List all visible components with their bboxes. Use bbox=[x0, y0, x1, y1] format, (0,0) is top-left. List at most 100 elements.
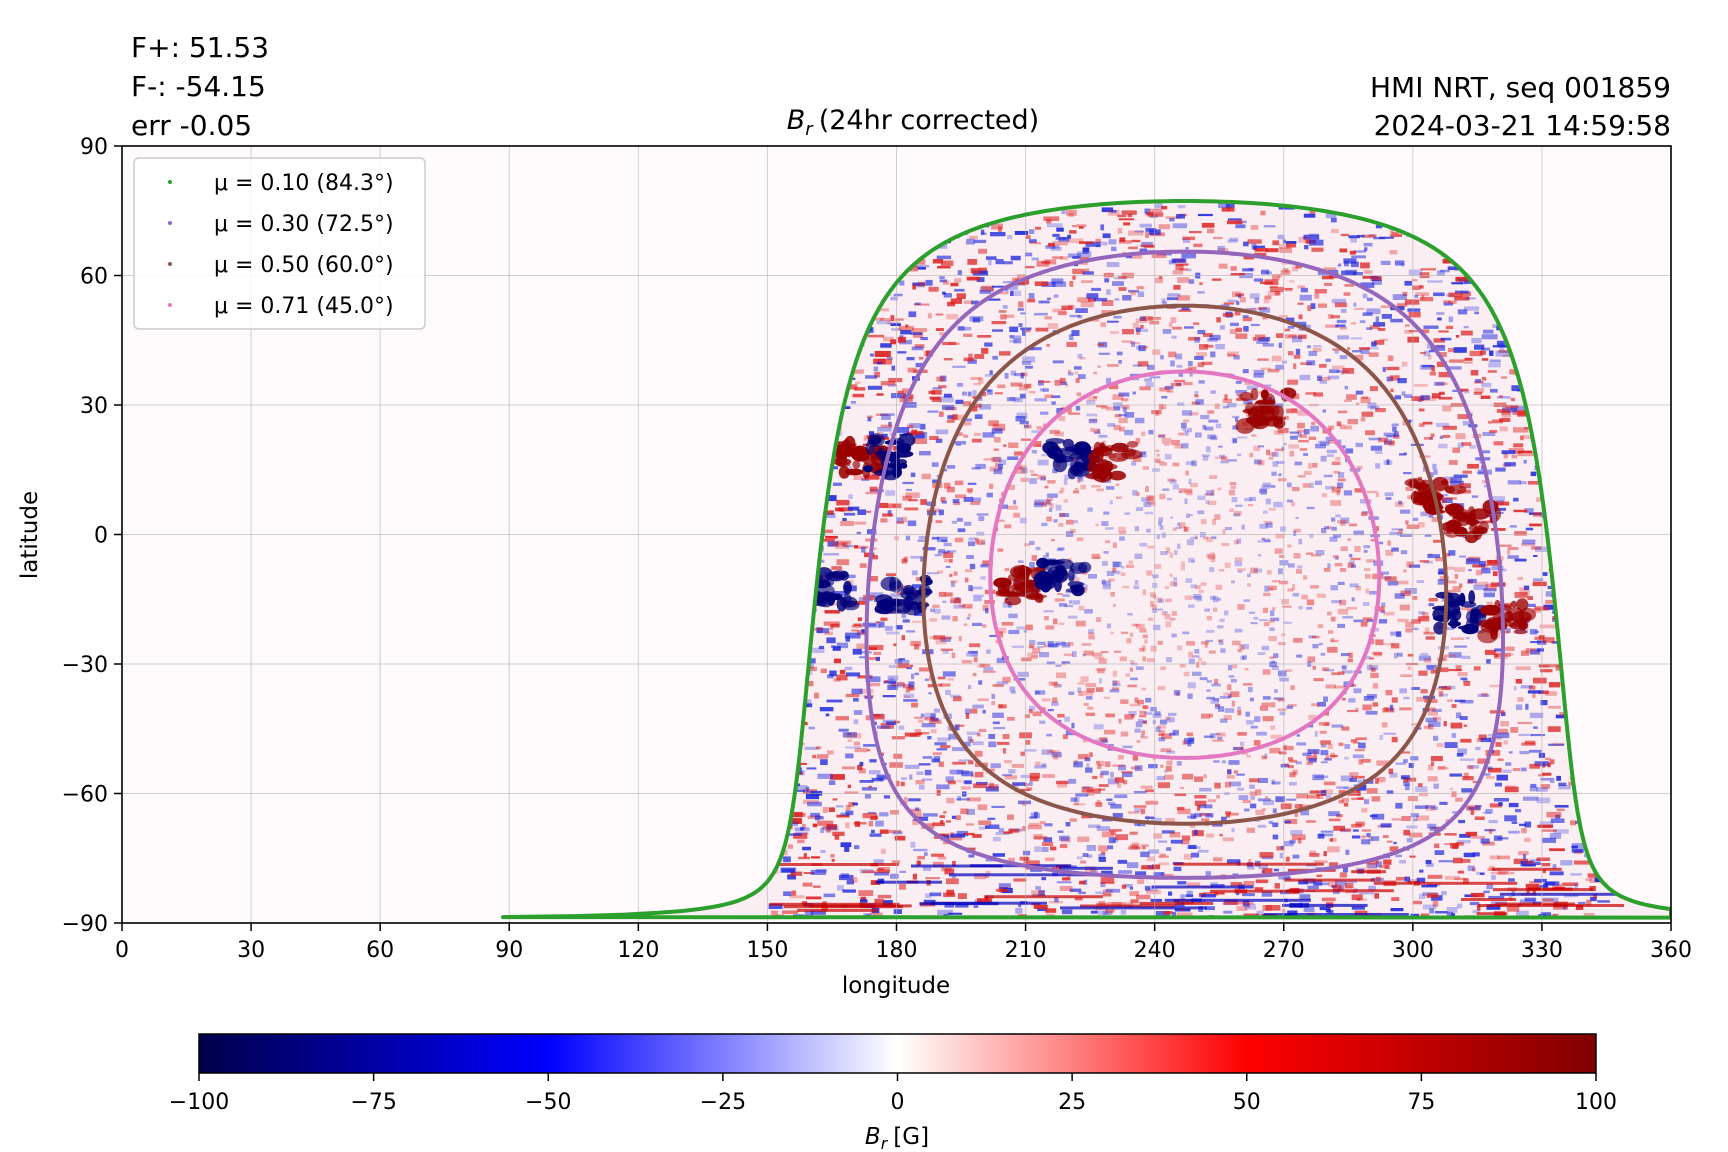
speckle bbox=[1046, 343, 1050, 347]
speckle bbox=[908, 499, 918, 502]
speckle bbox=[1391, 231, 1399, 234]
speckle bbox=[1540, 669, 1553, 673]
speckle bbox=[1179, 908, 1185, 911]
speckle bbox=[1435, 557, 1444, 562]
speckle bbox=[991, 805, 1005, 808]
speckle bbox=[1056, 227, 1064, 232]
speckle bbox=[1369, 386, 1378, 392]
speckle bbox=[971, 651, 978, 657]
speckle bbox=[889, 432, 895, 436]
speckle bbox=[1427, 764, 1434, 771]
speckle bbox=[1050, 846, 1057, 851]
speckle bbox=[812, 823, 818, 828]
speckle bbox=[1433, 338, 1445, 343]
speckle bbox=[1496, 544, 1512, 547]
speckle bbox=[842, 766, 855, 770]
speckle bbox=[1037, 641, 1046, 645]
speckle bbox=[1177, 881, 1187, 885]
speckle bbox=[1086, 763, 1090, 769]
speckle bbox=[1123, 407, 1127, 413]
speckle bbox=[1054, 897, 1059, 903]
speckle bbox=[845, 733, 862, 739]
speckle bbox=[1129, 632, 1134, 637]
speckle bbox=[970, 501, 981, 505]
speckle bbox=[1331, 838, 1337, 842]
speckle bbox=[1404, 329, 1413, 334]
speckle bbox=[1089, 752, 1093, 757]
speckle bbox=[1448, 550, 1456, 556]
speckle bbox=[1128, 289, 1140, 293]
speckle bbox=[1114, 794, 1128, 799]
speckle bbox=[978, 680, 983, 685]
speckle bbox=[1418, 522, 1425, 528]
speckle bbox=[1261, 755, 1267, 760]
speckle bbox=[1031, 473, 1038, 476]
speckle bbox=[1420, 329, 1430, 334]
speckle bbox=[826, 824, 837, 830]
speckle bbox=[1224, 781, 1231, 788]
speckle bbox=[1151, 410, 1162, 415]
speckle bbox=[931, 389, 942, 395]
speckle bbox=[1194, 356, 1204, 360]
speckle bbox=[1532, 608, 1541, 613]
speckle bbox=[1455, 276, 1468, 282]
speckle bbox=[966, 555, 974, 559]
speckle bbox=[1142, 466, 1149, 470]
speckle bbox=[1468, 765, 1474, 770]
speckle bbox=[1041, 847, 1049, 852]
speckle bbox=[1439, 693, 1449, 697]
speckle bbox=[1043, 837, 1053, 843]
speckle bbox=[1471, 836, 1485, 839]
speckle bbox=[874, 351, 891, 357]
speckle bbox=[1141, 730, 1145, 735]
speckle bbox=[968, 353, 973, 360]
speckle bbox=[1426, 343, 1432, 349]
speckle bbox=[1336, 786, 1349, 790]
speckle bbox=[1493, 571, 1498, 577]
speckle bbox=[1218, 248, 1229, 253]
speckle bbox=[1177, 808, 1191, 815]
speckle bbox=[1214, 892, 1225, 895]
speckle bbox=[917, 539, 925, 542]
speckle bbox=[1423, 350, 1431, 357]
speckle bbox=[1068, 334, 1074, 341]
speckle bbox=[1258, 445, 1264, 448]
speckle bbox=[1411, 619, 1421, 624]
speckle bbox=[1122, 745, 1133, 749]
speckle bbox=[1235, 417, 1239, 422]
speckle bbox=[1191, 830, 1204, 837]
speckle bbox=[899, 280, 905, 286]
speckle bbox=[883, 681, 896, 684]
speckle bbox=[1081, 786, 1094, 793]
speckle bbox=[1042, 555, 1049, 558]
speckle bbox=[1087, 854, 1093, 858]
speckle bbox=[1289, 431, 1299, 434]
speckle bbox=[1051, 278, 1064, 284]
speckle bbox=[1159, 493, 1166, 500]
speckle bbox=[1503, 740, 1508, 745]
speckle bbox=[1463, 390, 1470, 394]
speckle bbox=[1155, 911, 1170, 917]
speckle bbox=[1593, 893, 1597, 898]
speckle bbox=[914, 716, 923, 719]
speckle bbox=[1221, 543, 1230, 546]
speckle bbox=[1164, 613, 1171, 620]
speckle bbox=[1086, 789, 1095, 792]
speckle bbox=[991, 456, 1001, 463]
speckle bbox=[1204, 804, 1213, 809]
speckle bbox=[1243, 326, 1249, 332]
speckle bbox=[1451, 733, 1456, 738]
speckle bbox=[1430, 806, 1438, 810]
speckle bbox=[1437, 571, 1446, 575]
speckle bbox=[1131, 239, 1141, 243]
speckle bbox=[997, 704, 1003, 709]
title-symbol-sub: r bbox=[805, 119, 814, 140]
speckle bbox=[962, 391, 967, 396]
speckle bbox=[937, 551, 948, 555]
speckle bbox=[1210, 882, 1218, 886]
speckle bbox=[854, 545, 858, 549]
speckle bbox=[1263, 622, 1270, 627]
speckle bbox=[1242, 655, 1247, 660]
speckle bbox=[951, 815, 956, 819]
speckle bbox=[859, 689, 874, 694]
